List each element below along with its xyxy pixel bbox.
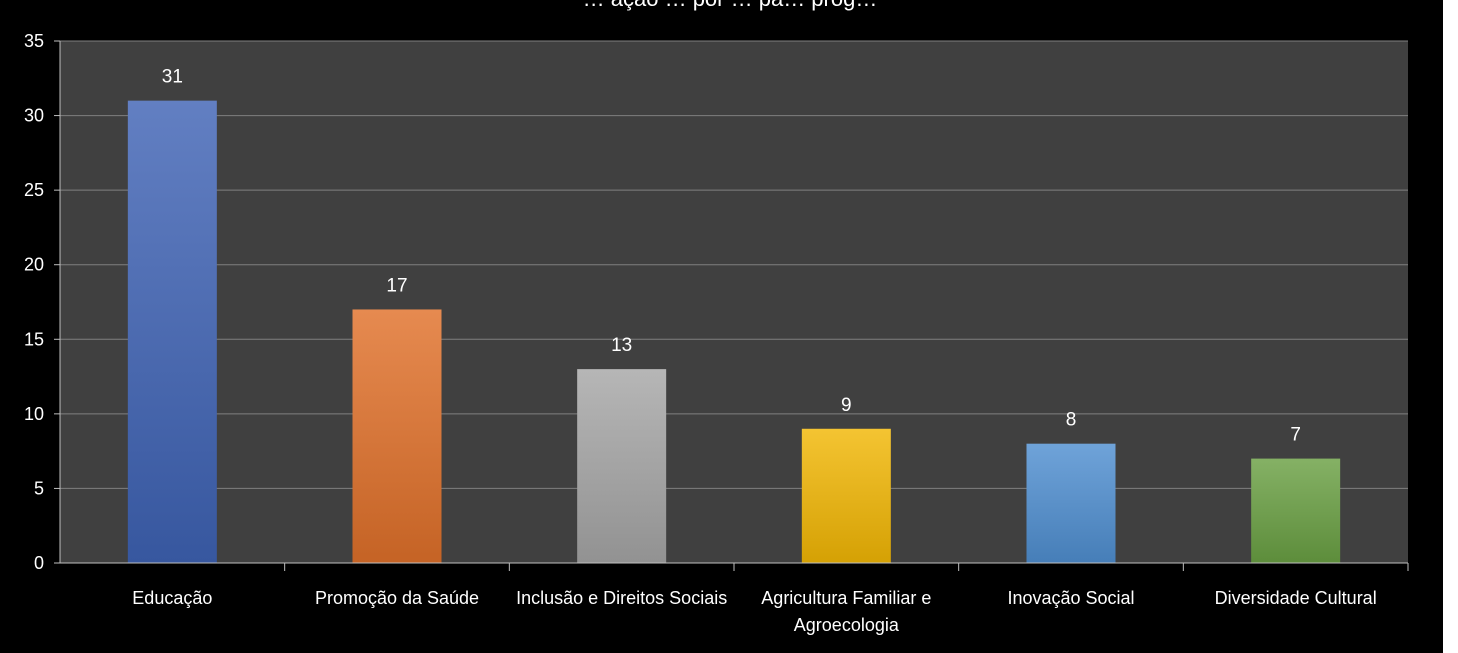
x-tick-label: Inovação Social <box>1007 588 1134 608</box>
bar <box>801 428 891 563</box>
page-edge-strip <box>1443 0 1458 653</box>
y-axis-ticks: 0 5 10 15 20 25 30 35 <box>24 31 60 573</box>
x-tick-label-line: Agricultura Familiar e <box>761 588 931 608</box>
y-tick-label: 0 <box>34 553 44 573</box>
bar <box>352 309 442 563</box>
data-label: 7 <box>1290 425 1301 446</box>
data-label: 9 <box>841 395 852 416</box>
x-tick-label: Promoção da Saúde <box>315 588 479 608</box>
data-label: 17 <box>386 275 407 296</box>
y-tick-label: 25 <box>24 180 44 200</box>
y-tick-label: 10 <box>24 404 44 424</box>
bar <box>577 369 667 563</box>
x-axis-labels: Educação Promoção da Saúde Inclusão e Dire… <box>132 588 1376 635</box>
x-tick-label-line: Agroecologia <box>794 615 900 635</box>
x-tick-label-line: Educação <box>132 588 212 608</box>
y-tick-label: 15 <box>24 329 44 349</box>
plot-area <box>60 41 1408 563</box>
data-label: 8 <box>1066 410 1077 431</box>
x-tick-label: Diversidade Cultural <box>1215 588 1377 608</box>
bar <box>127 100 217 564</box>
x-axis-ticks <box>284 563 1409 571</box>
x-tick-label: Educação <box>132 588 212 608</box>
y-tick-label: 5 <box>34 478 44 498</box>
x-tick-label-line: Inclusão e Direitos Sociais <box>516 588 727 608</box>
data-label: 31 <box>162 67 183 88</box>
x-tick-label-line: Diversidade Cultural <box>1215 588 1377 608</box>
bar <box>1026 443 1116 563</box>
data-label: 13 <box>611 335 632 356</box>
x-tick-label-line: Inovação Social <box>1007 588 1134 608</box>
bars <box>127 100 1341 564</box>
y-tick-label: 20 <box>24 255 44 275</box>
x-tick-label: Agricultura Familiar e Agroecologia <box>761 588 931 635</box>
chart-title: … ação … por … pa… prog… <box>583 0 878 11</box>
y-tick-label: 35 <box>24 31 44 51</box>
x-tick-label: Inclusão e Direitos Sociais <box>516 588 727 608</box>
value-labels: 31 17 13 9 8 7 <box>162 67 1301 446</box>
y-tick-label: 30 <box>24 106 44 126</box>
gridlines <box>60 40 1408 489</box>
bar <box>1251 458 1341 563</box>
x-tick-label-line: Promoção da Saúde <box>315 588 479 608</box>
